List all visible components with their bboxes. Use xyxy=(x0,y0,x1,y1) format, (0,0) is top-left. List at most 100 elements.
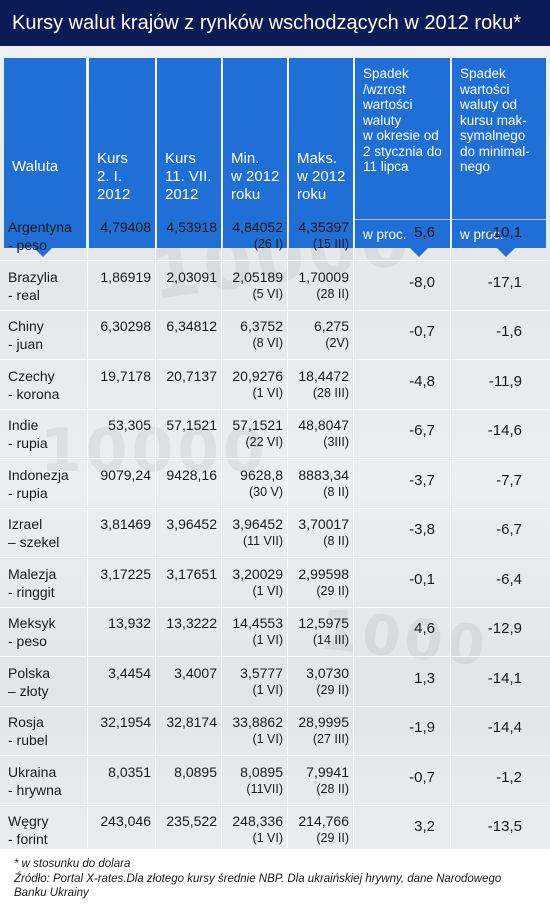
max-date: (29 II) xyxy=(316,831,349,845)
table-area: 10000 10000 1000 Waluta Kurs 2. I. 2012 … xyxy=(0,46,550,849)
max-value: 6,275 xyxy=(313,318,349,334)
currency-name: - rupia xyxy=(8,484,48,501)
currency-name: - hrywna xyxy=(8,781,62,798)
currency-name: – szekel xyxy=(8,534,60,550)
min-date: (1 VI) xyxy=(252,682,283,697)
kurs-2-i: 8,0351 xyxy=(108,763,151,780)
min-value: 248,336 xyxy=(232,813,283,829)
header-spadek-wzrost: Spadek /wzrost wartości waluty w okresie… xyxy=(355,58,450,257)
max-date: (15 III) xyxy=(312,237,349,251)
currency-name: – złoty xyxy=(8,682,49,699)
max-value: 4,35397 xyxy=(298,219,349,235)
currency-cell: Ukraina - hrywna xyxy=(8,763,88,811)
kurs-11-vii: 235,522 xyxy=(166,813,217,829)
min-date: (1 VI) xyxy=(252,831,283,845)
column-divider xyxy=(353,58,354,848)
min-date: (1 VI) xyxy=(252,385,283,400)
kurs-11-vii: 32,8174 xyxy=(166,714,217,730)
drop-pct: -6,7 xyxy=(496,521,522,538)
country-name: Polska xyxy=(8,664,51,681)
header-waluta: Waluta xyxy=(4,58,86,257)
min-date: (22 VI) xyxy=(245,435,283,449)
max-value: 1,70009 xyxy=(298,268,349,285)
max-value: 12,5975 xyxy=(298,615,349,631)
drop-pct: -1,6 xyxy=(496,323,522,340)
change-pct: -4,8 xyxy=(409,372,435,390)
max-value: 3,0730 xyxy=(306,664,349,681)
column-divider xyxy=(155,58,156,848)
drop-pct: -14,4 xyxy=(487,719,522,736)
currency-name: - peso xyxy=(8,237,47,253)
max-value: 7,9941 xyxy=(306,763,349,780)
max-date: (14 III) xyxy=(312,633,349,647)
drop-pct: -14,1 xyxy=(487,669,522,687)
drop-pct: -12,9 xyxy=(487,620,522,637)
min-value: 4,84052 xyxy=(232,219,283,235)
currency-name: - ringgit xyxy=(8,583,55,600)
max-date: (28 II) xyxy=(316,286,349,301)
max-date: (27 III) xyxy=(312,732,349,746)
kurs-2-i: 6,30298 xyxy=(100,318,151,334)
drop-pct: -10,1 xyxy=(487,224,522,241)
country-name: Indonezja xyxy=(8,466,69,483)
change-pct: -6,7 xyxy=(409,422,435,439)
kurs-11-vii: 2,03091 xyxy=(166,268,217,285)
kurs-2-i: 32,1954 xyxy=(100,714,151,730)
kurs-2-i: 243,046 xyxy=(100,813,151,829)
kurs-2-i: 3,81469 xyxy=(100,516,151,532)
max-value: 8883,34 xyxy=(298,466,349,483)
header-kurs-11-vii: Kurs 11. VII. 2012 xyxy=(157,58,221,248)
drop-pct: -1,2 xyxy=(496,768,522,786)
kurs-11-vii: 13,3222 xyxy=(166,615,217,631)
table-row: Izrael – szekel 3,81469 3,96452 3,96452 (11 V… xyxy=(0,509,550,558)
table-row: Czechy - korona 19,7178 20,7137 20,9276 (1 VI… xyxy=(0,361,550,410)
country-name: Izrael xyxy=(8,516,43,532)
kurs-2-i: 4,79408 xyxy=(100,219,151,235)
currency-cell: Polska – złoty xyxy=(8,664,88,712)
min-value: 57,1521 xyxy=(232,417,283,433)
drop-pct: -13,5 xyxy=(487,818,522,835)
header-kurs-2-i: Kurs 2. I. 2012 xyxy=(89,58,155,248)
change-pct: -0,1 xyxy=(409,570,435,588)
min-date: (26 I) xyxy=(253,237,283,251)
change-pct: -8,0 xyxy=(409,273,435,291)
table-row: Ukraina - hrywna 8,0351 8,0895 8,0895 (11VII)… xyxy=(0,757,550,806)
change-pct: -0,7 xyxy=(409,768,435,786)
source-note: Źródło: Portal X-rates.Dla złotego kursy… xyxy=(14,872,502,900)
country-name: Indie xyxy=(8,417,39,433)
header-separator xyxy=(355,219,450,220)
min-value: 2,05189 xyxy=(232,268,283,285)
header-arrow xyxy=(34,248,52,257)
max-value: 214,766 xyxy=(298,813,349,829)
change-pct: 1,3 xyxy=(414,669,435,687)
currency-cell: Argentyna - peso xyxy=(8,218,88,266)
min-value: 14,4553 xyxy=(232,615,283,631)
currency-cell: Indie - rupia xyxy=(8,416,88,464)
max-date: (2V) xyxy=(325,336,349,350)
max-value: 48,8047 xyxy=(298,417,349,433)
country-name: Malezja xyxy=(8,565,57,582)
currency-name: - peso xyxy=(8,633,47,649)
currency-cell: Chiny - juan xyxy=(8,317,88,365)
change-pct: 4,6 xyxy=(414,620,435,637)
kurs-2-i: 19,7178 xyxy=(100,367,151,384)
change-pct: 3,2 xyxy=(414,818,435,835)
currency-name: - forint xyxy=(8,831,48,847)
kurs-11-vii: 8,0895 xyxy=(174,763,217,780)
min-date: (30 V) xyxy=(248,484,283,499)
drop-pct: -17,1 xyxy=(487,273,522,291)
footer: * w stosunku do dolara Źródło: Portal X-… xyxy=(14,857,534,901)
header-arrow xyxy=(410,248,428,257)
kurs-2-i: 3,17225 xyxy=(100,565,151,582)
kurs-11-vii: 3,4007 xyxy=(174,664,217,681)
table-row: Argentyna - peso 4,79408 4,53918 4,84052 (26 … xyxy=(0,212,550,261)
max-date: (28 II) xyxy=(316,781,349,796)
max-date: (8 II) xyxy=(323,484,349,499)
kurs-11-vii: 57,1521 xyxy=(166,417,217,433)
max-date: (8 II) xyxy=(323,534,349,548)
kurs-11-vii: 3,96452 xyxy=(166,516,217,532)
header-min: Min. w 2012 roku xyxy=(223,58,287,248)
kurs-11-vii: 6,34812 xyxy=(166,318,217,334)
min-date: (1 VI) xyxy=(252,583,283,598)
change-pct: -1,9 xyxy=(409,719,435,736)
